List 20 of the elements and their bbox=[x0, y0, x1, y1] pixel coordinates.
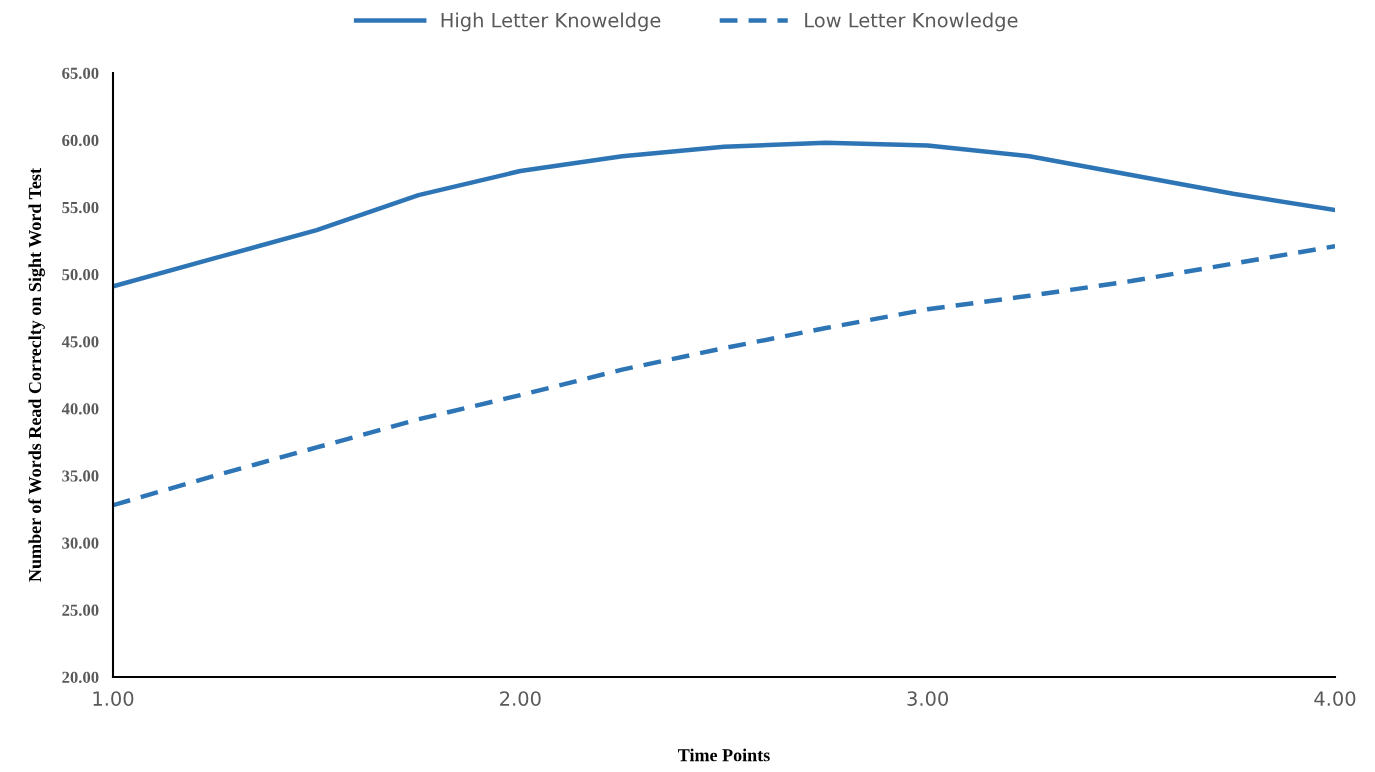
line-series bbox=[113, 243, 1335, 508]
y-tick-label: 45.00 bbox=[61, 336, 99, 348]
x-axis-title: Time Points bbox=[678, 748, 770, 762]
line-series bbox=[113, 140, 1335, 289]
y-axis-title: Number of Words Read Correclty on Sight Word Test bbox=[28, 168, 45, 582]
y-tick-label: 55.00 bbox=[62, 201, 99, 214]
y-tick-label: 35.00 bbox=[62, 470, 99, 482]
x-tick-label: 2.00 bbox=[500, 691, 541, 706]
y-tick-label: 20.00 bbox=[62, 671, 99, 684]
y-tick-label: 25.00 bbox=[62, 604, 99, 616]
y-tick-label: 65.00 bbox=[62, 67, 99, 80]
y-tick-label: 60.00 bbox=[62, 134, 99, 147]
y-tick-label: 50.00 bbox=[62, 269, 99, 281]
legend-label: High Letter Knoweldge bbox=[441, 12, 661, 32]
y-tick-label: 30.00 bbox=[62, 537, 99, 549]
legend-label: Low Letter Knowledge bbox=[805, 12, 1018, 32]
x-tick-label: 1.00 bbox=[93, 691, 134, 706]
x-tick-label: 3.00 bbox=[907, 691, 949, 706]
y-tick-label: 40.00 bbox=[61, 403, 99, 415]
x-tick-label: 4.00 bbox=[1314, 691, 1356, 706]
